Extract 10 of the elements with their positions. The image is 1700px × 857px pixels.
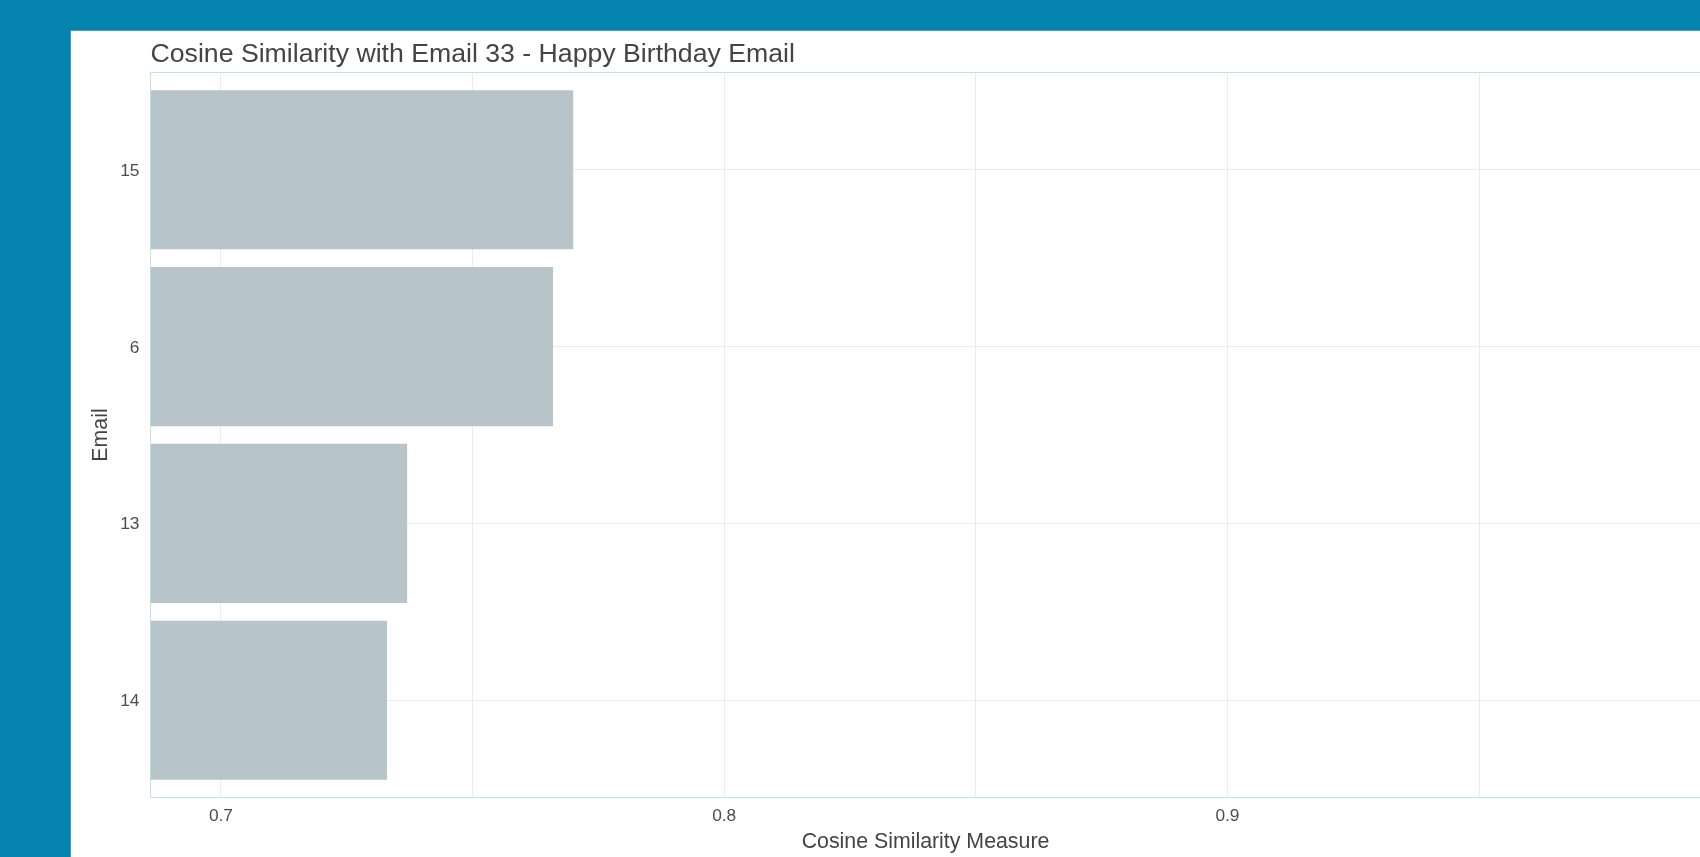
chart-title: Cosine Similarity with Email 33 - Happy Birthday Email (150, 37, 795, 68)
y-tick-label: 13 (120, 513, 140, 534)
x-axis-title: Cosine Similarity Measure (801, 828, 1050, 853)
y-tick-label: 6 (129, 336, 140, 357)
y-axis-title: Email (88, 408, 113, 462)
y-tick-label: 14 (120, 690, 140, 711)
x-tick-label: 0.8 (712, 804, 737, 825)
x-tick-label: 0.9 (1215, 804, 1240, 825)
x-tick-label: 0.7 (208, 804, 233, 825)
y-tick-label: 15 (120, 159, 140, 180)
